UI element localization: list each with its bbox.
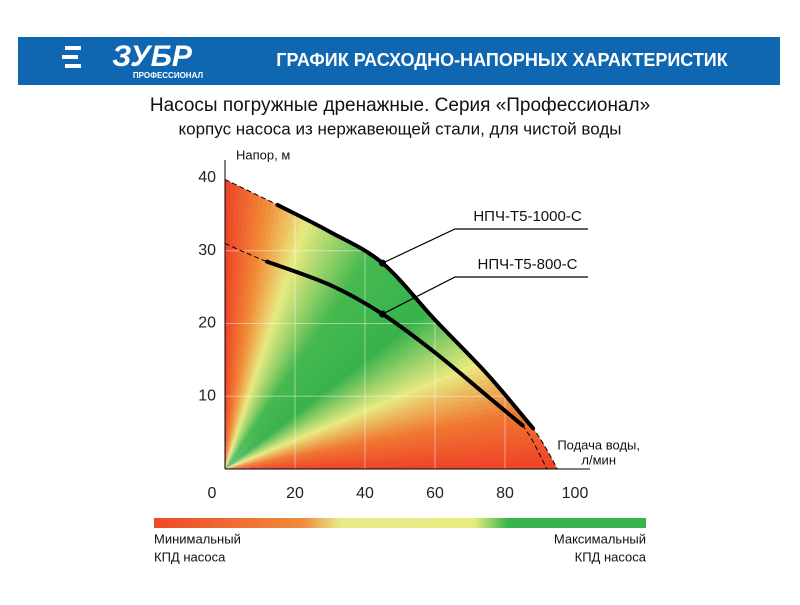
x-tick-label: 0 xyxy=(208,485,217,502)
x-axis-label: Подача воды, xyxy=(557,437,640,452)
efficiency-fan xyxy=(225,179,330,469)
y-tick-label: 10 xyxy=(198,387,216,404)
header-title: ГРАФИК РАСХОДНО-НАПОРНЫХ ХАРАКТЕРИСТИК xyxy=(276,50,728,70)
efficiency-fan xyxy=(225,179,288,469)
scale-min-label: Минимальный xyxy=(154,531,241,546)
x-axis-label: л/мин xyxy=(581,452,616,467)
efficiency-fan xyxy=(225,179,246,469)
pump-curve xyxy=(265,259,525,428)
efficiency-fan xyxy=(225,179,360,469)
efficiency-fan xyxy=(225,179,319,469)
x-tick-label: 60 xyxy=(426,485,444,502)
logo: ЗУБР ПРОФЕССИОНАЛ xyxy=(62,40,203,80)
series-label: НПЧ-Т5-1000-С xyxy=(473,208,581,225)
chart-title: Насосы погружные дренажные. Серия «Профе… xyxy=(150,95,650,116)
efficiency-fan xyxy=(225,179,278,469)
efficiency-fan xyxy=(225,179,391,469)
x-tick-label: 20 xyxy=(286,485,304,502)
brand-sub: ПРОФЕССИОНАЛ xyxy=(133,71,204,80)
scale-max-label: КПД насоса xyxy=(575,549,647,564)
x-tick-label: 40 xyxy=(356,485,374,502)
efficiency-fan xyxy=(225,179,257,469)
y-axis-label: Напор, м xyxy=(236,147,290,162)
efficiency-fan xyxy=(225,179,340,469)
y-tick-label: 40 xyxy=(198,169,216,186)
chart-subtitle: корпус насоса из нержавеющей стали, для … xyxy=(179,119,622,138)
efficiency-fan xyxy=(225,179,381,469)
scale-min-label: КПД насоса xyxy=(154,549,226,564)
efficiency-fan xyxy=(225,179,309,469)
leader-line xyxy=(382,228,588,264)
leader-line xyxy=(382,276,588,315)
efficiency-fan xyxy=(225,179,350,469)
y-tick-label: 30 xyxy=(198,242,216,259)
efficiency-scale xyxy=(154,518,646,528)
efficiency-fan xyxy=(225,179,267,469)
efficiency-fan xyxy=(225,179,299,469)
y-tick-label: 20 xyxy=(198,315,216,332)
efficiency-fan xyxy=(225,179,371,469)
pump-curve xyxy=(275,202,535,431)
brand: ЗУБР xyxy=(112,40,193,73)
series-label: НПЧ-Т5-800-С xyxy=(478,256,578,273)
x-tick-label: 100 xyxy=(562,485,589,502)
x-tick-label: 80 xyxy=(496,485,514,502)
header-bar xyxy=(18,37,780,85)
scale-max-label: Максимальный xyxy=(554,531,646,546)
efficiency-fan xyxy=(225,179,236,469)
